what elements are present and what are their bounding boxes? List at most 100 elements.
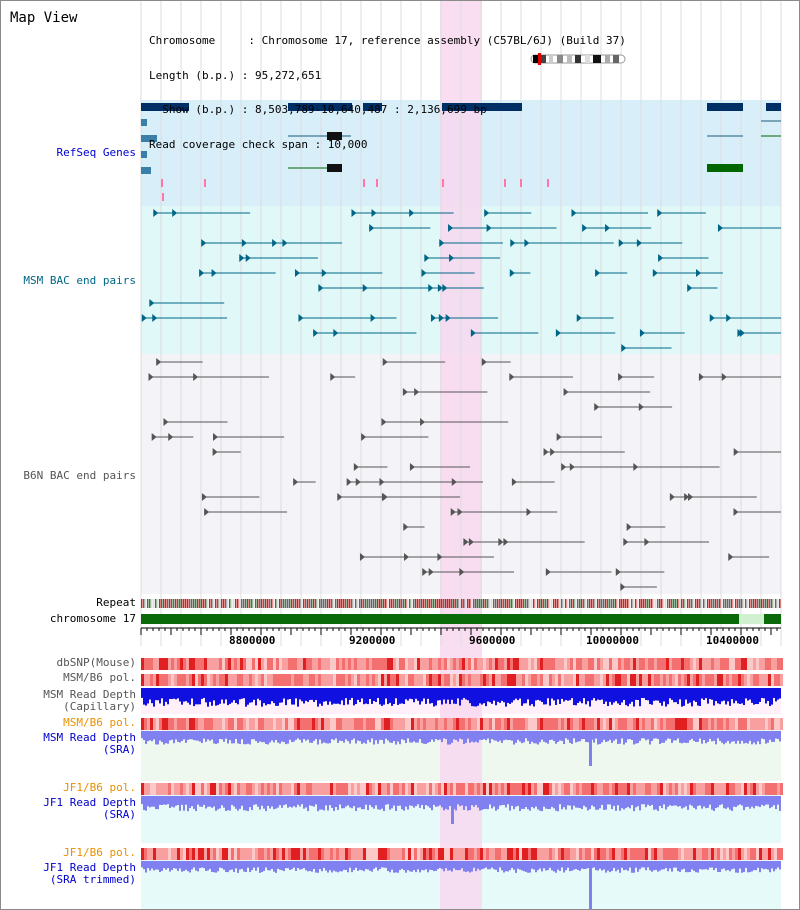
read-depth-bar	[309, 688, 311, 700]
read-depth-bar	[571, 688, 573, 699]
read-depth-bar	[159, 688, 161, 704]
read-depth-bar	[359, 731, 361, 742]
read-depth-bar	[555, 688, 557, 705]
read-depth-bar	[255, 861, 257, 871]
repeat-mark	[497, 599, 499, 608]
read-depth-bar	[369, 731, 371, 743]
repeat-mark	[555, 599, 557, 608]
repeat-mark	[301, 599, 303, 608]
polymorphism-cell	[753, 658, 756, 670]
polymorphism-cell	[618, 783, 621, 795]
read-depth-bar	[207, 731, 209, 740]
polymorphism-cell	[252, 783, 255, 795]
read-depth-bar	[245, 796, 247, 811]
repeat-mark	[703, 599, 705, 608]
read-depth-bar	[693, 688, 695, 701]
polymorphism-cell	[618, 848, 621, 860]
read-depth-bar	[223, 731, 225, 742]
polymorphism-cell	[501, 848, 504, 860]
gene-marker	[161, 179, 163, 187]
polymorphism-cell	[744, 658, 747, 670]
read-depth-bar	[433, 861, 435, 872]
read-depth-bar	[769, 796, 771, 809]
polymorphism-cell	[780, 674, 783, 686]
polymorphism-cell	[702, 783, 705, 795]
read-depth-bar	[543, 731, 545, 742]
polymorphism-cell	[777, 674, 780, 686]
polymorphism-cell	[420, 674, 423, 686]
read-depth-bar	[303, 688, 305, 704]
repeat-mark	[565, 599, 567, 608]
polymorphism-cell	[459, 848, 462, 860]
read-depth-bar	[571, 731, 573, 744]
read-depth-bar	[187, 688, 189, 703]
polymorphism-cell	[738, 658, 741, 670]
polymorphism-cell	[465, 718, 468, 730]
repeat-mark	[351, 599, 353, 608]
polymorphism-cell	[582, 848, 585, 860]
read-depth-bar	[353, 796, 355, 807]
read-depth-bar	[189, 731, 191, 740]
bac-end-arrow	[163, 418, 169, 426]
repeat-mark	[435, 599, 437, 608]
read-depth-bar	[769, 861, 771, 873]
read-depth-bar	[429, 796, 431, 808]
read-depth-bar	[201, 796, 203, 807]
bac-end-arrow	[594, 403, 600, 411]
read-depth-bar	[391, 861, 393, 870]
read-depth-bar	[295, 796, 297, 808]
polymorphism-cell	[501, 718, 504, 730]
polymorphism-cell	[723, 848, 726, 860]
read-depth-bar	[509, 796, 511, 811]
polymorphism-cell	[651, 783, 654, 795]
read-depth-bar	[479, 688, 481, 704]
polymorphism-cell	[456, 718, 459, 730]
polymorphism-cell	[678, 848, 681, 860]
polymorphism-cell	[630, 848, 633, 860]
read-depth-bar	[399, 796, 401, 806]
polymorphism-cell	[573, 674, 576, 686]
polymorphism-cell	[414, 658, 417, 670]
read-depth-bar	[701, 796, 703, 809]
polymorphism-cell	[432, 718, 435, 730]
polymorphism-cell	[219, 783, 222, 795]
repeat-mark	[271, 599, 273, 608]
read-depth-bar	[163, 731, 165, 745]
karyotype-ideogram[interactable]	[529, 53, 627, 65]
read-depth-bar	[483, 731, 485, 740]
read-depth-bar	[227, 796, 229, 811]
polymorphism-cell	[678, 658, 681, 670]
read-depth-bar	[629, 731, 631, 740]
read-depth-bar	[339, 731, 341, 741]
read-depth-bar	[303, 731, 305, 740]
polymorphism-cell	[393, 718, 396, 730]
read-depth-bar	[197, 796, 199, 805]
polymorphism-cell	[324, 718, 327, 730]
read-depth-bar	[297, 731, 299, 739]
repeat-mark	[767, 599, 769, 608]
read-depth-bar	[361, 688, 363, 699]
polymorphism-cell	[492, 658, 495, 670]
polymorphism-cell	[279, 783, 282, 795]
read-depth-bar	[463, 796, 465, 810]
read-depth-bar	[303, 796, 305, 809]
polymorphism-cell	[456, 848, 459, 860]
bac-end-arrow	[370, 314, 376, 322]
repeat-mark	[425, 599, 427, 608]
read-depth-bar	[169, 731, 171, 741]
polymorphism-cell	[303, 674, 306, 686]
read-depth-bar	[259, 731, 261, 742]
polymorphism-cell	[309, 658, 312, 670]
polymorphism-cell	[405, 848, 408, 860]
polymorphism-cell	[444, 658, 447, 670]
polymorphism-cell	[435, 848, 438, 860]
read-depth-bar	[143, 688, 145, 705]
polymorphism-cell	[624, 783, 627, 795]
read-depth-bar	[211, 688, 213, 706]
read-depth-bar	[575, 861, 577, 870]
polymorphism-cell	[546, 658, 549, 670]
read-depth-bar	[575, 796, 577, 808]
read-depth-bar	[269, 731, 271, 743]
read-depth-bar	[159, 861, 161, 873]
